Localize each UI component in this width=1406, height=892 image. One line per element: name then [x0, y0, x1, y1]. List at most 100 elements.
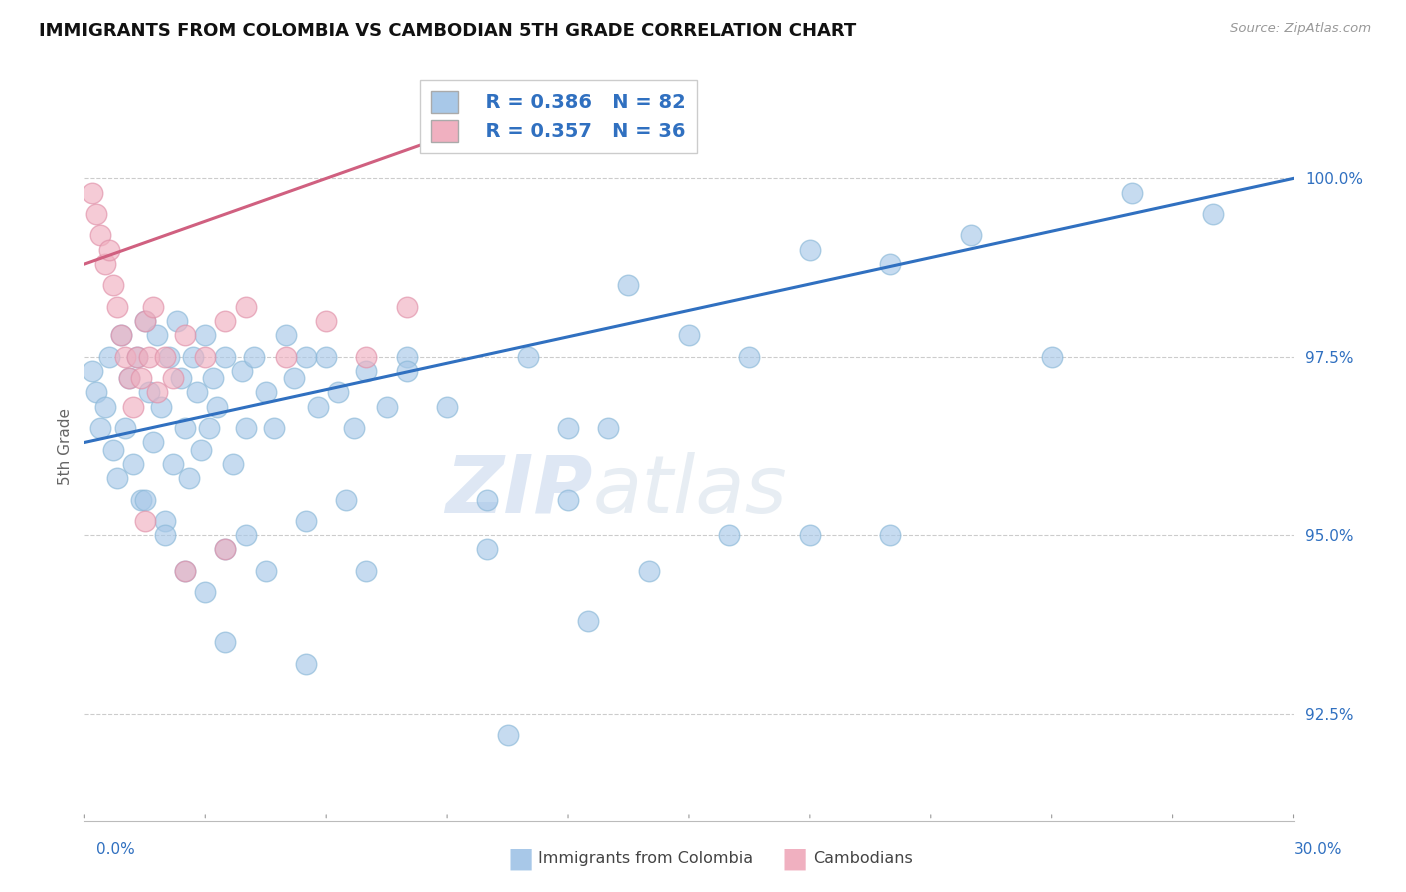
Point — [146, 385, 169, 400]
Point — [395, 350, 418, 364]
Point — [174, 564, 197, 578]
Point — [89, 228, 111, 243]
Text: Cambodians: Cambodians — [813, 851, 912, 865]
Point — [242, 350, 264, 364]
Point — [718, 528, 741, 542]
Point — [235, 528, 257, 542]
Point — [134, 314, 156, 328]
Point — [879, 257, 901, 271]
Point — [222, 457, 245, 471]
Point — [799, 528, 821, 542]
Point — [436, 400, 458, 414]
Point — [477, 492, 499, 507]
Point — [138, 350, 160, 364]
Point — [121, 400, 143, 414]
Point — [82, 186, 104, 200]
Point — [174, 328, 197, 343]
Point — [214, 542, 236, 557]
Point — [194, 350, 217, 364]
Point — [194, 585, 217, 599]
Point — [174, 564, 197, 578]
Point — [162, 457, 184, 471]
Point — [86, 385, 108, 400]
Point — [110, 328, 132, 343]
Point — [315, 314, 337, 328]
Point — [142, 300, 165, 314]
Point — [134, 514, 156, 528]
Point — [198, 421, 221, 435]
Point — [142, 435, 165, 450]
Point — [738, 350, 761, 364]
Point — [129, 492, 152, 507]
Point — [395, 364, 418, 378]
Point — [254, 564, 277, 578]
Point — [129, 371, 152, 385]
Point — [375, 400, 398, 414]
Point — [170, 371, 193, 385]
Point — [295, 350, 318, 364]
Legend:   R = 0.386   N = 82,   R = 0.357   N = 36: R = 0.386 N = 82, R = 0.357 N = 36 — [420, 80, 697, 153]
Text: atlas: atlas — [592, 452, 787, 530]
Point — [93, 400, 115, 414]
Point — [110, 328, 132, 343]
Point — [105, 300, 128, 314]
Point — [557, 421, 579, 435]
Point — [179, 471, 201, 485]
Point — [194, 328, 217, 343]
Point — [82, 364, 104, 378]
Point — [153, 350, 176, 364]
Y-axis label: 5th Grade: 5th Grade — [58, 408, 73, 484]
Point — [274, 350, 297, 364]
Text: 0.0%: 0.0% — [96, 842, 135, 856]
Point — [134, 314, 156, 328]
Point — [214, 542, 236, 557]
Text: IMMIGRANTS FROM COLOMBIA VS CAMBODIAN 5TH GRADE CORRELATION CHART: IMMIGRANTS FROM COLOMBIA VS CAMBODIAN 5T… — [39, 22, 856, 40]
Point — [557, 492, 579, 507]
Point — [356, 564, 378, 578]
Text: ■: ■ — [508, 844, 533, 872]
Point — [274, 328, 297, 343]
Point — [477, 542, 499, 557]
Point — [89, 421, 111, 435]
Point — [118, 371, 141, 385]
Point — [86, 207, 108, 221]
Point — [181, 350, 204, 364]
Point — [1202, 207, 1225, 221]
Point — [105, 471, 128, 485]
Point — [356, 364, 378, 378]
Point — [960, 228, 983, 243]
Point — [307, 400, 329, 414]
Point — [617, 278, 640, 293]
Point — [118, 371, 141, 385]
Point — [101, 278, 124, 293]
Point — [496, 728, 519, 742]
Point — [335, 492, 357, 507]
Point — [114, 421, 136, 435]
Point — [263, 421, 285, 435]
Point — [146, 328, 169, 343]
Point — [97, 350, 120, 364]
Point — [134, 492, 156, 507]
Point — [356, 350, 378, 364]
Point — [207, 400, 229, 414]
Text: ZIP: ZIP — [444, 452, 592, 530]
Point — [214, 314, 236, 328]
Point — [295, 657, 318, 671]
Point — [125, 350, 148, 364]
Point — [637, 564, 659, 578]
Text: Source: ZipAtlas.com: Source: ZipAtlas.com — [1230, 22, 1371, 36]
Point — [125, 350, 148, 364]
Point — [879, 528, 901, 542]
Point — [157, 350, 180, 364]
Point — [214, 350, 236, 364]
Point — [162, 371, 184, 385]
Point — [254, 385, 277, 400]
Point — [1121, 186, 1143, 200]
Point — [598, 421, 620, 435]
Point — [295, 514, 318, 528]
Point — [138, 385, 160, 400]
Point — [186, 385, 208, 400]
Point — [153, 528, 176, 542]
Point — [315, 350, 337, 364]
Point — [516, 350, 538, 364]
